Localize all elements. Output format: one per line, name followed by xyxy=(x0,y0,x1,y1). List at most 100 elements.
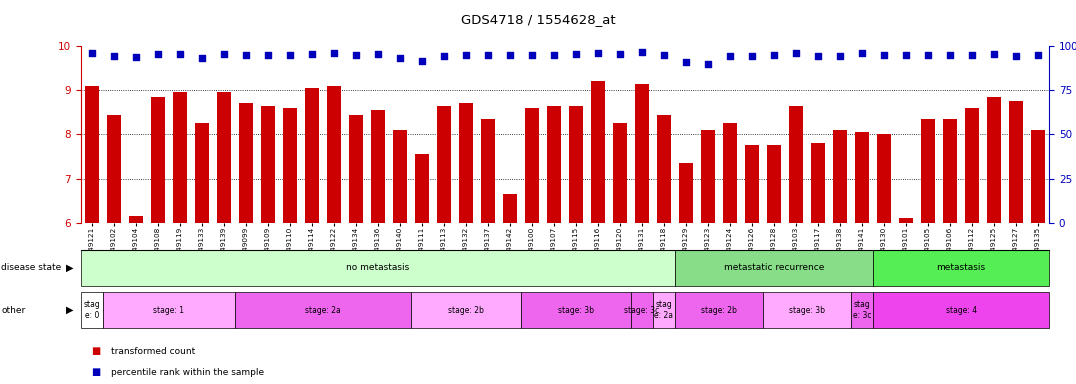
Text: stage: 3b: stage: 3b xyxy=(789,306,825,314)
Bar xyxy=(591,81,605,223)
Point xyxy=(832,53,849,59)
Point xyxy=(281,52,298,58)
Point xyxy=(942,52,959,58)
Bar xyxy=(547,106,561,223)
Bar xyxy=(305,88,318,223)
Text: ▶: ▶ xyxy=(67,305,73,315)
Point xyxy=(171,51,188,57)
Point xyxy=(435,53,452,59)
Point xyxy=(876,52,893,58)
Text: stage: 1: stage: 1 xyxy=(153,306,184,314)
Text: stag
e: 0: stag e: 0 xyxy=(83,300,100,320)
Text: ■: ■ xyxy=(91,367,101,377)
Point xyxy=(546,52,563,58)
Point xyxy=(897,52,915,58)
Text: stage: 3c: stage: 3c xyxy=(624,306,660,314)
Point xyxy=(986,51,1003,57)
Point xyxy=(237,52,254,58)
Bar xyxy=(700,130,716,223)
Bar xyxy=(921,119,935,223)
Bar xyxy=(635,84,649,223)
Point xyxy=(1030,52,1047,58)
Point xyxy=(501,52,519,58)
Text: percentile rank within the sample: percentile rank within the sample xyxy=(111,368,264,377)
Point xyxy=(457,52,475,58)
Text: stage: 4: stage: 4 xyxy=(946,306,977,314)
Bar xyxy=(656,114,671,223)
Text: stage: 3b: stage: 3b xyxy=(557,306,594,314)
Bar xyxy=(437,106,451,223)
Point xyxy=(699,61,717,67)
Bar xyxy=(107,114,121,223)
Point xyxy=(105,53,123,59)
Bar xyxy=(1031,130,1045,223)
Bar xyxy=(260,106,275,223)
Bar xyxy=(458,104,473,223)
Point xyxy=(853,50,870,56)
Point xyxy=(677,59,694,65)
Bar xyxy=(943,119,958,223)
Point xyxy=(369,51,386,57)
Point xyxy=(523,52,540,58)
Bar xyxy=(811,143,825,223)
Point xyxy=(655,52,672,58)
Bar xyxy=(965,108,979,223)
Point xyxy=(744,53,761,59)
Bar xyxy=(195,123,209,223)
Text: stag
e: 3c: stag e: 3c xyxy=(853,300,872,320)
Bar xyxy=(525,108,539,223)
Bar xyxy=(349,114,363,223)
Point xyxy=(392,55,409,61)
Point xyxy=(765,52,782,58)
Bar xyxy=(679,163,693,223)
Text: ■: ■ xyxy=(91,346,101,356)
Point xyxy=(215,51,232,57)
Bar xyxy=(502,194,518,223)
Bar xyxy=(151,97,165,223)
Text: stage: 2a: stage: 2a xyxy=(305,306,341,314)
Bar xyxy=(85,86,99,223)
Bar xyxy=(767,146,781,223)
Point xyxy=(325,50,342,56)
Point xyxy=(479,52,496,58)
Bar xyxy=(745,146,760,223)
Point xyxy=(634,49,651,55)
Text: other: other xyxy=(1,306,26,314)
Bar xyxy=(1009,101,1023,223)
Bar xyxy=(283,108,297,223)
Bar xyxy=(216,93,231,223)
Bar xyxy=(370,110,385,223)
Point xyxy=(259,52,277,58)
Text: disease state: disease state xyxy=(1,263,61,272)
Bar xyxy=(723,123,737,223)
Point xyxy=(590,50,607,56)
Bar xyxy=(172,93,187,223)
Text: no metastasis: no metastasis xyxy=(346,263,410,272)
Text: stage: 2b: stage: 2b xyxy=(702,306,737,314)
Bar xyxy=(128,216,143,223)
Bar xyxy=(789,106,803,223)
Bar xyxy=(898,218,914,223)
Point xyxy=(809,53,826,59)
Bar xyxy=(569,106,583,223)
Text: ▶: ▶ xyxy=(67,263,73,273)
Point xyxy=(127,54,144,60)
Point xyxy=(919,52,936,58)
Bar xyxy=(854,132,869,223)
Text: stag
e: 2a: stag e: 2a xyxy=(654,300,674,320)
Point xyxy=(413,58,430,64)
Bar xyxy=(833,130,847,223)
Bar xyxy=(414,154,429,223)
Text: metastasis: metastasis xyxy=(936,263,986,272)
Point xyxy=(963,52,980,58)
Point xyxy=(611,51,628,57)
Bar xyxy=(877,134,891,223)
Text: stage: 2b: stage: 2b xyxy=(448,306,484,314)
Point xyxy=(303,51,321,57)
Point xyxy=(83,50,100,56)
Bar xyxy=(612,123,627,223)
Bar xyxy=(239,104,253,223)
Bar xyxy=(481,119,495,223)
Text: transformed count: transformed count xyxy=(111,347,195,356)
Point xyxy=(348,52,365,58)
